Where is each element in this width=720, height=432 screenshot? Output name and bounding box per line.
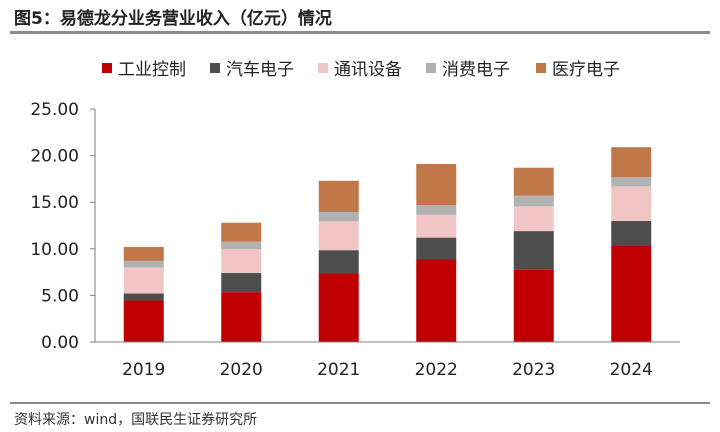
bar-segment [513, 269, 554, 342]
legend-swatch [210, 62, 220, 73]
legend-item: 工业控制 [102, 55, 186, 80]
chart-legend: 工业控制 汽车电子 通讯设备 消费电子 医疗电子 [0, 55, 720, 80]
bar-segment [513, 206, 554, 232]
bar-segment [221, 273, 262, 293]
y-tick-label: 15.00 [30, 193, 79, 213]
bar-segment [513, 195, 554, 207]
bar-segment [123, 300, 164, 342]
source-divider [10, 402, 710, 404]
bar-segment [221, 241, 262, 250]
bar-segment [123, 267, 164, 294]
bar-segment [416, 237, 457, 260]
title-divider [10, 31, 710, 34]
bar-segment [221, 222, 262, 242]
bar-segment [416, 163, 457, 205]
chart-title: 图5：易德龙分业务营业收入（亿元）情况 [14, 9, 332, 29]
x-tick-label: 2024 [610, 360, 653, 380]
bar-segment [318, 180, 359, 212]
legend-swatch [426, 62, 436, 73]
legend-item: 汽车电子 [210, 55, 294, 80]
x-tick-label: 2021 [317, 360, 360, 380]
y-tick-label: 25.00 [30, 100, 79, 120]
bar-segment [318, 250, 359, 274]
title-bar: 图5：易德龙分业务营业收入（亿元）情况 [0, 0, 720, 34]
bar-segment [318, 221, 359, 251]
legend-label: 医疗电子 [552, 60, 620, 80]
bar-segment [611, 246, 652, 342]
bar-segment [318, 211, 359, 222]
x-tick-label: 2019 [122, 360, 165, 380]
legend-label: 汽车电子 [226, 60, 294, 80]
stacked-bar-chart: 0.00 5.00 10.00 15.00 20.00 25.00 2019 2020 2021… [30, 100, 680, 380]
legend-swatch [536, 62, 546, 73]
y-tick-label: 20.00 [30, 147, 79, 167]
legend-item: 消费电子 [426, 55, 510, 80]
legend-swatch [102, 62, 112, 73]
y-tick-label: 0.00 [41, 333, 79, 353]
bar-segment [318, 273, 359, 342]
x-tick-label: 2022 [415, 360, 458, 380]
x-tick-label: 2023 [512, 360, 555, 380]
bar-segment [123, 293, 164, 301]
legend-label: 通讯设备 [334, 60, 402, 80]
bar-segment [416, 214, 457, 238]
bar-segment [611, 177, 652, 187]
bar-segment [416, 204, 457, 215]
y-tick-label: 10.00 [30, 240, 79, 260]
bar-segment [416, 259, 457, 342]
bar-segment [123, 246, 164, 261]
bar-segment [513, 167, 554, 196]
y-tick-label: 5.00 [41, 286, 79, 306]
x-tick-label: 2020 [220, 360, 263, 380]
bar-segment [221, 249, 262, 274]
legend-label: 消费电子 [442, 60, 510, 80]
source-note: 资料来源：wind，国联民生证券研究所 [14, 412, 258, 428]
legend-item: 通讯设备 [318, 55, 402, 80]
bar-segment [123, 260, 164, 268]
bar-segment [221, 292, 262, 342]
bar-segment [611, 186, 652, 221]
bar-segment [611, 147, 652, 178]
legend-swatch [318, 62, 328, 73]
bar-segment [611, 220, 652, 247]
bar-segment [513, 231, 554, 270]
legend-item: 医疗电子 [536, 55, 620, 80]
legend-label: 工业控制 [118, 60, 186, 80]
